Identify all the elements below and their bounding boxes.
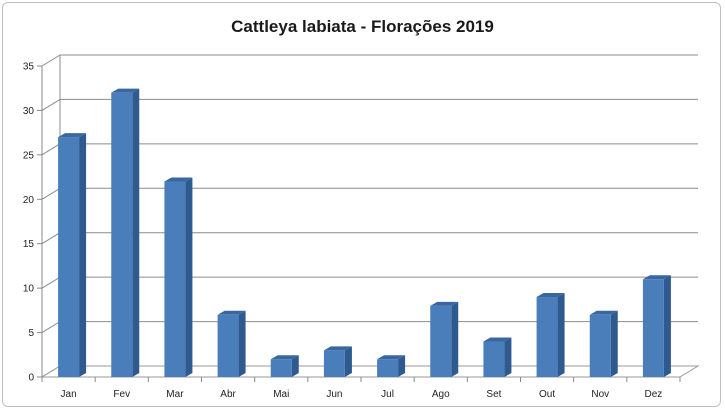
bar-front [58, 137, 80, 377]
x-tick-label: Jul [381, 389, 394, 400]
x-tick-label: Fev [113, 389, 130, 400]
bar-top [164, 177, 193, 182]
bar-side [79, 133, 87, 377]
bar-top [217, 310, 246, 315]
gridline-side [41, 99, 61, 111]
bar-jan [58, 133, 87, 377]
bar-top [536, 293, 565, 298]
bar-front [270, 359, 292, 377]
bar-front [483, 341, 505, 377]
y-tick-label: 35 [23, 62, 35, 73]
x-tick-label: Dez [645, 389, 663, 400]
bar-top [589, 310, 618, 315]
bar-side [451, 301, 459, 377]
bar-jul [377, 355, 406, 377]
y-tick-label: 5 [28, 328, 34, 339]
bar-top [323, 346, 352, 351]
bar-top [430, 301, 459, 306]
y-tick-label: 25 [23, 150, 35, 161]
bar-out [536, 293, 565, 377]
bar-mai [270, 355, 299, 377]
bar-front [164, 181, 186, 377]
bar-abr [217, 310, 246, 377]
bar-side [610, 310, 618, 377]
bar-fev [111, 88, 140, 378]
y-tick-label: 10 [23, 284, 35, 295]
bar-front [111, 92, 133, 378]
bar-top [642, 275, 671, 280]
bar-side [398, 355, 406, 377]
gridline-side [41, 321, 61, 333]
x-tick-label: Jun [326, 389, 342, 400]
bar-top [270, 355, 299, 360]
x-tick-label: Set [486, 389, 501, 400]
x-tick-label: Nov [591, 389, 609, 400]
label-layer: 0 5 10 15 20 25 30 35 Jan Fev Mar Abr Mai Jun Jul Ago Se… [23, 62, 662, 401]
bar-side [344, 346, 352, 377]
bar-layer [58, 88, 671, 378]
bar-top [483, 337, 512, 342]
bar-side [291, 355, 299, 377]
x-tick-label: Abr [220, 389, 236, 400]
bar-jun [323, 346, 352, 377]
bar-side [557, 293, 565, 377]
x-tick-label: Mar [166, 389, 184, 400]
x-tick-label: Out [539, 389, 555, 400]
bar-side [663, 275, 671, 377]
gridline-side [41, 143, 61, 156]
gridline-side [41, 54, 61, 67]
bar-front [642, 279, 664, 377]
bar-side [132, 88, 140, 378]
bar-top [377, 355, 406, 360]
y-tick-label: 15 [23, 239, 35, 250]
bar-top [58, 133, 87, 138]
bar-front [430, 305, 452, 377]
bar-front [323, 350, 345, 377]
bar-front [536, 297, 558, 377]
bar-top [111, 88, 140, 93]
bar-front [589, 314, 611, 377]
bar-side [504, 337, 512, 377]
bar-side [185, 177, 193, 377]
bar-set [483, 337, 512, 377]
bar-ago [430, 301, 459, 377]
gridline-side [41, 276, 61, 289]
bar-side [238, 310, 246, 377]
gridline-side [41, 187, 61, 200]
x-tick-label: Mai [273, 389, 289, 400]
bar-front [217, 314, 239, 377]
y-tick-label: 30 [23, 106, 35, 117]
bar-mar [164, 177, 193, 377]
x-tick-label: Ago [432, 389, 450, 400]
chart-title: Cattleya labiata - Florações 2019 [231, 17, 494, 36]
bar-nov [589, 310, 618, 377]
gridline-side [41, 232, 61, 245]
bar-dez [642, 275, 671, 377]
y-tick-label: 20 [23, 195, 35, 206]
bar-front [377, 359, 399, 377]
x-tick-label: Jan [61, 389, 77, 400]
y-tick-label: 0 [28, 373, 34, 384]
